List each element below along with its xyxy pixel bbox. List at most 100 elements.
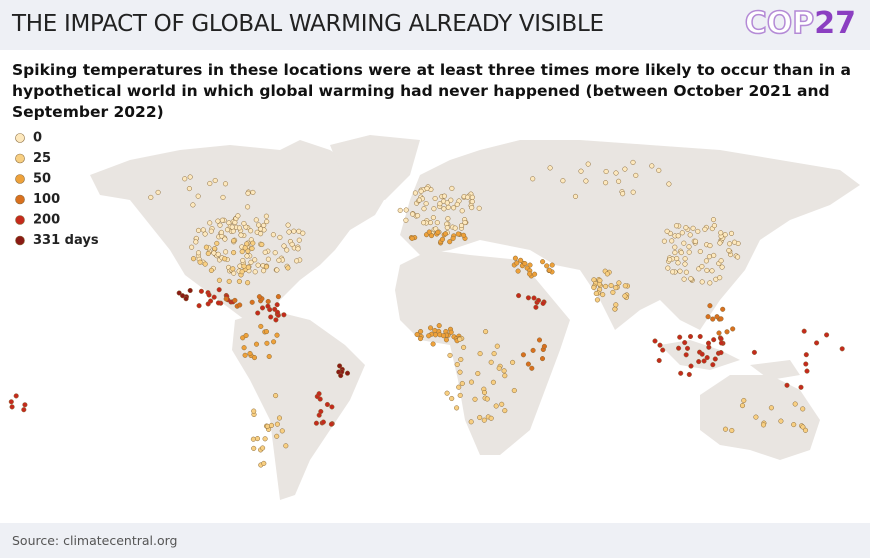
location-dot <box>702 226 708 232</box>
location-dot <box>728 230 735 236</box>
location-dot <box>13 393 19 399</box>
location-dot <box>540 259 546 265</box>
location-dot <box>239 249 245 255</box>
location-dot <box>704 267 710 273</box>
location-dot <box>428 233 435 239</box>
location-dot <box>729 427 735 434</box>
location-dot <box>207 220 213 226</box>
location-dot <box>440 333 447 339</box>
location-dot <box>416 197 422 203</box>
location-dot <box>435 229 441 235</box>
location-dot <box>718 350 724 356</box>
location-dot <box>593 290 599 297</box>
location-dot <box>277 234 283 240</box>
location-dot <box>660 347 666 353</box>
location-dot <box>516 293 522 299</box>
location-dot <box>484 396 490 402</box>
location-dot <box>454 405 460 411</box>
location-dot <box>481 417 487 423</box>
location-dot <box>245 280 251 286</box>
location-dot <box>274 433 280 439</box>
location-dot <box>215 218 221 224</box>
location-dot <box>531 295 537 301</box>
location-dot <box>546 267 552 273</box>
location-dot <box>250 436 256 442</box>
location-dot <box>803 361 809 367</box>
location-dot <box>289 241 295 247</box>
location-dot <box>249 299 255 305</box>
location-dot <box>203 244 209 250</box>
location-dot <box>720 306 726 312</box>
location-dot <box>458 356 464 363</box>
location-dot <box>274 302 280 308</box>
location-dot <box>441 193 447 199</box>
location-dot <box>741 397 747 404</box>
location-dot <box>610 289 616 295</box>
location-dot <box>258 323 264 329</box>
location-dot <box>676 345 682 351</box>
location-dot <box>248 228 254 234</box>
location-dot <box>218 229 224 235</box>
location-dot <box>468 419 474 425</box>
location-dot <box>488 415 494 421</box>
location-dot <box>707 280 713 286</box>
location-dot <box>731 239 738 245</box>
location-dot <box>412 190 418 196</box>
location-dot <box>403 217 409 223</box>
location-dot <box>675 233 681 239</box>
location-dot <box>687 232 693 238</box>
location-dot <box>224 227 231 233</box>
location-dot <box>261 460 267 466</box>
location-dot <box>266 353 272 360</box>
location-dot <box>730 326 736 332</box>
location-dot <box>529 365 535 371</box>
location-dot <box>271 339 277 345</box>
location-dot <box>814 340 820 346</box>
location-dot <box>530 347 536 353</box>
location-dot <box>459 380 465 387</box>
location-dot <box>722 426 729 432</box>
location-dot <box>208 228 214 234</box>
location-dot <box>510 359 516 365</box>
location-dot <box>791 422 797 428</box>
legend-label: 25 <box>33 151 51 166</box>
location-dot <box>22 402 28 408</box>
location-dot <box>268 314 274 320</box>
location-dot <box>442 231 449 237</box>
location-dot <box>753 414 759 420</box>
location-dot <box>454 201 460 207</box>
location-dot <box>223 249 229 255</box>
location-dot <box>751 349 757 355</box>
location-dot <box>682 340 688 346</box>
location-dot <box>547 165 553 171</box>
location-dot <box>195 227 202 233</box>
legend-swatch <box>15 215 25 225</box>
location-dot <box>236 278 242 284</box>
location-dot <box>247 350 253 357</box>
location-dot <box>421 220 427 226</box>
location-dot <box>686 249 692 255</box>
location-dot <box>294 258 300 264</box>
location-dot <box>273 317 279 323</box>
location-dot <box>527 271 533 277</box>
location-dot <box>608 282 614 289</box>
location-dot <box>706 254 712 260</box>
location-dot <box>709 268 715 274</box>
location-dot <box>710 316 716 322</box>
location-dot <box>217 222 223 228</box>
location-dot <box>9 404 15 410</box>
location-dot <box>679 230 685 236</box>
location-dot <box>670 269 676 275</box>
location-dot <box>699 279 705 285</box>
location-dot <box>253 341 260 347</box>
location-dot <box>260 445 266 451</box>
location-dot <box>451 205 457 211</box>
location-dot <box>597 277 603 284</box>
location-dot <box>251 355 258 361</box>
location-dot <box>468 379 475 385</box>
legend-label: 200 <box>33 213 60 228</box>
location-dot <box>182 176 188 182</box>
location-dot <box>256 222 262 228</box>
location-dot <box>687 333 694 340</box>
